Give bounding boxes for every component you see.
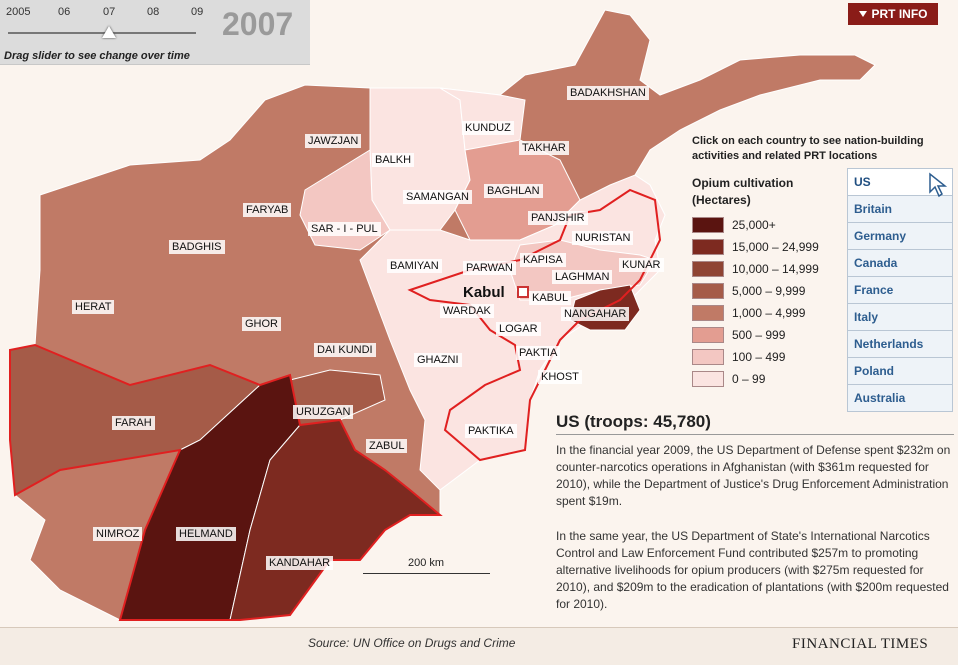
legend-title-line1: Opium cultivation xyxy=(692,176,794,190)
country-button-australia[interactable]: Australia xyxy=(847,385,953,412)
province-label-baghlan[interactable]: BAGHLAN xyxy=(484,184,543,198)
province-label-ghazni[interactable]: GHAZNI xyxy=(414,353,462,367)
slider-tick-08: 08 xyxy=(147,6,160,18)
province-label-nuristan[interactable]: NURISTAN xyxy=(572,231,634,245)
country-button-italy[interactable]: Italy xyxy=(847,304,953,331)
legend-item: 25,000+ xyxy=(692,214,819,236)
province-label-kabul[interactable]: KABUL xyxy=(529,291,572,305)
province-label-kandahar[interactable]: KANDAHAR xyxy=(266,556,334,570)
country-button-germany[interactable]: Germany xyxy=(847,223,953,250)
legend-swatch xyxy=(692,327,724,343)
province-label-herat[interactable]: HERAT xyxy=(72,300,115,314)
instruction-text: Click on each country to see nation-buil… xyxy=(692,135,924,162)
country-button-poland[interactable]: Poland xyxy=(847,358,953,385)
legend-swatch xyxy=(692,217,724,233)
slider-hint: Drag slider to see change over time xyxy=(4,50,190,62)
legend-label: 0 – 99 xyxy=(732,372,766,386)
source-credit: Source: UN Office on Drugs and Crime xyxy=(308,636,516,650)
legend-item: 500 – 999 xyxy=(692,324,819,346)
province-label-sar-i-pul[interactable]: SAR - I - PUL xyxy=(308,222,381,236)
legend-swatch xyxy=(692,305,724,321)
slider-tick-2005: 2005 xyxy=(6,6,31,18)
brand-logo: FINANCIAL TIMES xyxy=(792,636,929,652)
country-button-netherlands[interactable]: Netherlands xyxy=(847,331,953,358)
legend-item: 1,000 – 4,999 xyxy=(692,302,819,324)
province-label-panjshir[interactable]: PANJSHIR xyxy=(528,211,588,225)
legend-item: 10,000 – 14,999 xyxy=(692,258,819,280)
province-label-nimroz[interactable]: NIMROZ xyxy=(93,527,143,541)
province-label-ghor[interactable]: GHOR xyxy=(242,317,281,331)
country-button-canada[interactable]: Canada xyxy=(847,250,953,277)
slider-tick-07: 07 xyxy=(103,6,116,18)
province-label-uruzgan[interactable]: URUZGAN xyxy=(293,405,354,419)
time-slider-panel: 2005 06 07 08 09 2007 Drag slider to see… xyxy=(0,0,310,65)
info-divider xyxy=(556,434,954,435)
province-label-paktia[interactable]: PAKTIA xyxy=(516,346,561,360)
legend-swatch xyxy=(692,349,724,365)
legend-swatch xyxy=(692,261,724,277)
legend-item: 0 – 99 xyxy=(692,368,819,390)
province-label-kunar[interactable]: KUNAR xyxy=(619,258,664,272)
province-label-wardak[interactable]: WARDAK xyxy=(440,304,494,318)
prt-info-button[interactable]: PRT INFO xyxy=(848,3,938,25)
legend-swatch xyxy=(692,371,724,387)
province-label-jawzjan[interactable]: JAWZJAN xyxy=(305,134,362,148)
mouse-pointer-icon xyxy=(929,172,948,198)
legend-label: 25,000+ xyxy=(732,218,776,232)
info-paragraph-1: In the financial year 2009, the US Depar… xyxy=(556,443,951,508)
prt-outline-south xyxy=(9,343,443,621)
province-label-helmand[interactable]: HELMAND xyxy=(176,527,236,541)
current-year: 2007 xyxy=(222,6,294,42)
legend-label: 10,000 – 14,999 xyxy=(732,262,819,276)
capital-label: Kabul xyxy=(463,284,505,301)
legend-label: 1,000 – 4,999 xyxy=(732,306,806,320)
caret-down-icon xyxy=(858,11,867,17)
legend-swatch xyxy=(692,283,724,299)
capital-marker-icon xyxy=(517,286,529,298)
legend-title-line2: (Hectares) xyxy=(692,193,751,207)
legend-item: 100 – 499 xyxy=(692,346,819,368)
province-label-logar[interactable]: LOGAR xyxy=(496,322,541,336)
province-label-kapisa[interactable]: KAPISA xyxy=(520,253,566,267)
footer xyxy=(0,627,958,665)
province-label-badakhshan[interactable]: BADAKHSHAN xyxy=(567,86,649,100)
slider-thumb[interactable] xyxy=(102,26,116,38)
province-label-paktika[interactable]: PAKTIKA xyxy=(465,424,517,438)
province-label-samangan[interactable]: SAMANGAN xyxy=(403,190,472,204)
legend-label: 5,000 – 9,999 xyxy=(732,284,806,298)
legend-label: 500 – 999 xyxy=(732,328,786,342)
legend: 25,000+ 15,000 – 24,999 10,000 – 14,999 … xyxy=(692,214,819,390)
slider-tick-09: 09 xyxy=(191,6,204,18)
legend-title: Opium cultivation (Hectares) xyxy=(692,175,793,209)
province-label-zabul[interactable]: ZABUL xyxy=(366,439,408,453)
legend-item: 5,000 – 9,999 xyxy=(692,280,819,302)
legend-item: 15,000 – 24,999 xyxy=(692,236,819,258)
legend-label: 15,000 – 24,999 xyxy=(732,240,819,254)
country-button-france[interactable]: France xyxy=(847,277,953,304)
province-label-khost[interactable]: KHOST xyxy=(538,370,582,384)
province-label-farah[interactable]: FARAH xyxy=(112,416,155,430)
scale-bar xyxy=(363,573,490,574)
scale-label: 200 km xyxy=(408,557,445,569)
province-label-dai-kundi[interactable]: DAI KUNDI xyxy=(314,343,376,357)
slider-tick-06: 06 xyxy=(58,6,71,18)
province-label-nangahar[interactable]: NANGAHAR xyxy=(561,307,630,321)
province-label-badghis[interactable]: BADGHIS xyxy=(169,240,225,254)
province-label-kunduz[interactable]: KUNDUZ xyxy=(462,121,514,135)
legend-label: 100 – 499 xyxy=(732,350,786,364)
province-label-balkh[interactable]: BALKH xyxy=(372,153,415,167)
province-label-bamiyan[interactable]: BAMIYAN xyxy=(387,259,442,273)
province-label-parwan[interactable]: PARWAN xyxy=(463,261,516,275)
province-label-faryab[interactable]: FARYAB xyxy=(243,203,292,217)
province-label-laghman[interactable]: LAGHMAN xyxy=(552,270,613,284)
info-paragraph-2: In the same year, the US Department of S… xyxy=(556,529,949,611)
province-label-takhar[interactable]: TAKHAR xyxy=(519,141,569,155)
legend-swatch xyxy=(692,239,724,255)
country-button-britain[interactable]: Britain xyxy=(847,196,953,223)
country-list: US Britain Germany Canada France Italy N… xyxy=(847,168,953,412)
info-heading: US (troops: 45,780) xyxy=(556,412,711,431)
prt-info-label: PRT INFO xyxy=(871,7,928,21)
